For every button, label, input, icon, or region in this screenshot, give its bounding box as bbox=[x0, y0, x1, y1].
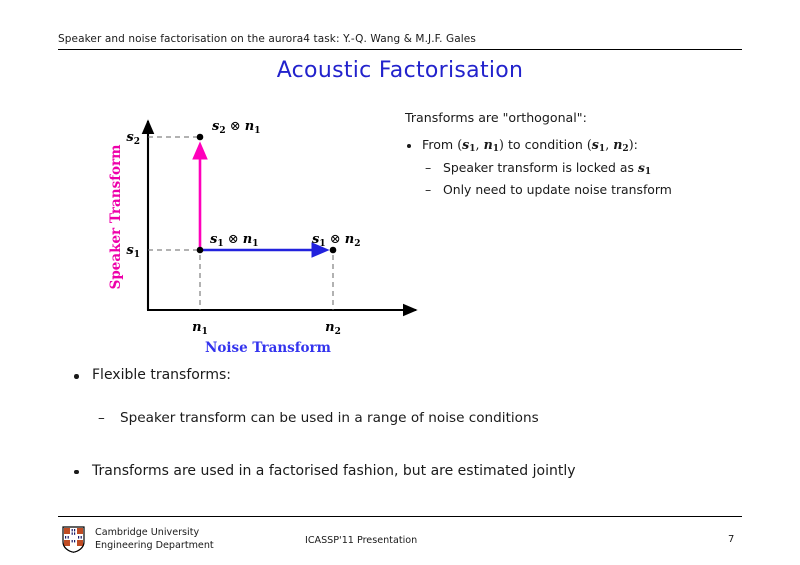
bullet-dot bbox=[74, 374, 79, 379]
bullet-dot bbox=[407, 143, 411, 148]
point-s1n1 bbox=[196, 246, 204, 254]
point-label-s1n2: s1 ⊗ n2 bbox=[312, 232, 360, 249]
cambridge-crest-icon bbox=[62, 526, 85, 553]
bullet-factorised-fashion: Transforms are used in a factorised fash… bbox=[72, 464, 732, 478]
x-tick-n2: n2 bbox=[325, 320, 341, 337]
sub-item-text: Only need to update noise transform bbox=[443, 181, 672, 197]
sub-bullet-speaker-range: – Speaker transform can be used in a rang… bbox=[72, 410, 732, 426]
y-tick-s2: s2 bbox=[126, 130, 140, 147]
footer-institution: Cambridge University Engineering Departme… bbox=[95, 527, 214, 553]
sub-item-update-noise: – Only need to update noise transform bbox=[405, 181, 755, 197]
x-tick-n1: n1 bbox=[192, 320, 208, 337]
sub-item-text: Speaker transform is locked as bbox=[443, 159, 638, 175]
bullet-dot bbox=[74, 469, 79, 475]
bullet-text: Flexible transforms: bbox=[92, 367, 231, 383]
right-column: Transforms are "orthogonal": From (s1, n… bbox=[405, 110, 755, 203]
bullet-flexible-transforms: Flexible transforms: bbox=[72, 368, 732, 382]
page-title: Acoustic Factorisation bbox=[276, 58, 524, 83]
pair-from: (s1, n1) bbox=[457, 136, 504, 154]
orthogonal-lead: Transforms are "orthogonal": bbox=[405, 110, 587, 125]
point-s1n2 bbox=[329, 246, 337, 254]
y-tick-s1: s1 bbox=[126, 243, 140, 260]
sub-bullet-text: Speaker transform can be used in a range… bbox=[120, 410, 539, 426]
diagram-svg: s2 s1 n1 n2 s2 ⊗ n1 s1 ⊗ n1 s1 ⊗ n2 Spea… bbox=[108, 119, 418, 355]
bottom-bullets: Flexible transforms: – Speaker transform … bbox=[72, 368, 732, 478]
sub-item-math: s1 bbox=[637, 159, 652, 177]
point-label-s1n1: s1 ⊗ n1 bbox=[210, 232, 258, 249]
dash-marker: – bbox=[425, 181, 432, 197]
bullet-prefix: From bbox=[422, 136, 458, 152]
acoustic-factorisation-diagram: s2 s1 n1 n2 s2 ⊗ n1 s1 ⊗ n1 s1 ⊗ n2 Spea… bbox=[100, 105, 445, 355]
footer-presentation-name: ICASSP'11 Presentation bbox=[305, 535, 418, 546]
y-axis-label: Speaker Transform bbox=[108, 145, 124, 290]
pair-to: (s1, n2) bbox=[586, 136, 634, 154]
x-axis-label: Noise Transform bbox=[205, 340, 331, 355]
footer-page-number: 7 bbox=[728, 534, 735, 545]
dash-marker: – bbox=[98, 410, 105, 426]
bullet-suffix: : bbox=[633, 136, 638, 152]
sub-item-locked: – Speaker transform is locked as s1 bbox=[405, 159, 755, 177]
running-header: Speaker and noise factorisation on the a… bbox=[58, 33, 476, 45]
institution-line-1: Cambridge University bbox=[95, 527, 200, 538]
footer-divider bbox=[58, 516, 742, 517]
bullet-text: Transforms are used in a factorised fash… bbox=[92, 462, 576, 479]
header-divider bbox=[58, 49, 742, 50]
point-label-s2n1: s2 ⊗ n1 bbox=[212, 119, 260, 136]
dash-marker: – bbox=[425, 159, 432, 175]
institution-line-2: Engineering Department bbox=[95, 539, 214, 551]
bullet-from-to: From (s1, n1) to condition (s1, n2): bbox=[405, 136, 755, 154]
point-s2n1 bbox=[196, 133, 204, 141]
bullet-middle: to condition bbox=[503, 136, 587, 152]
